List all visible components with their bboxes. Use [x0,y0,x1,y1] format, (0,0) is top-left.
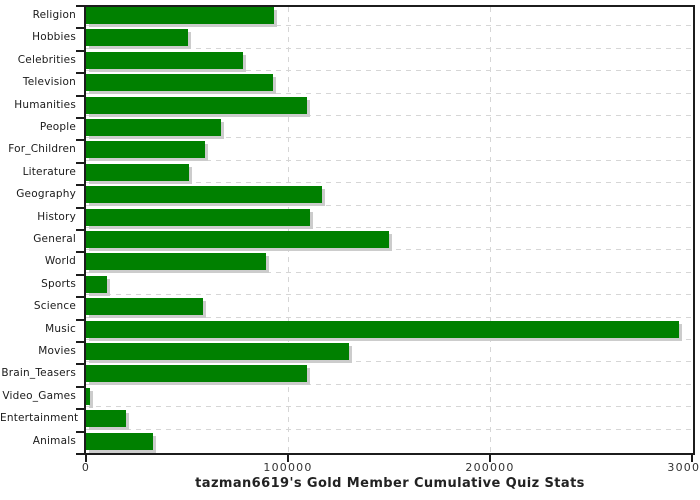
gridline-horizontal [86,294,693,295]
gridline-horizontal [86,272,693,273]
category-label: Sports [41,278,76,290]
bar-music [86,321,679,338]
bar-science [86,298,203,315]
category-label: General [33,233,76,245]
gridline-horizontal [86,384,693,385]
category-label: Science [33,300,76,312]
y-axis-tick [76,431,84,433]
y-axis-tick [76,319,84,321]
gridline-horizontal [86,205,693,206]
bar-general [86,231,389,248]
y-axis-tick [76,274,84,276]
y-axis-tick [76,207,84,209]
gridline-horizontal [86,48,693,49]
gridline-horizontal [86,70,693,71]
gridline-horizontal [86,182,693,183]
gridline-horizontal [86,429,693,430]
bar-animals [86,433,153,450]
x-tick-label: 100000 [263,461,313,474]
bar-religion [86,7,274,24]
bar-movies [86,343,349,360]
y-axis-tick [76,229,84,231]
y-axis-tick [76,341,84,343]
gridline-horizontal [86,160,693,161]
y-axis-tick [76,95,84,97]
category-label: Movies [38,345,76,357]
bar-for-children [86,141,205,158]
category-label: Brain_Teasers [1,367,76,379]
gridline-horizontal [86,137,693,138]
y-axis-tick [76,184,84,186]
y-axis-tick [76,139,84,141]
y-axis-tick [76,408,84,410]
bar-sports [86,276,107,293]
category-label: Entertainment [0,412,79,424]
category-label: Celebrities [17,54,76,66]
y-axis-tick [76,162,84,164]
y-axis-tick [76,453,84,455]
gridline-vertical [288,7,289,453]
bar-humanities [86,97,307,114]
category-label: People [39,121,76,133]
category-label: Music [45,323,76,335]
category-label: World [44,255,76,267]
chart-title: tazman6619's Gold Member Cumulative Quiz… [195,476,585,491]
x-axis-tick [691,455,693,462]
gridline-horizontal [86,249,693,250]
category-label: Hobbies [32,31,76,43]
gridline-horizontal [86,339,693,340]
gridline-vertical [490,7,491,453]
bar-entertainment [86,410,126,427]
category-label: Geography [16,188,76,200]
category-label: Video_Games [2,390,76,402]
y-axis-tick [76,50,84,52]
y-axis-tick [76,251,84,253]
y-axis-tick [76,296,84,298]
gridline-horizontal [86,25,693,26]
x-tick-label: 0 [81,461,91,474]
y-axis-tick [76,117,84,119]
bar-people [86,119,221,136]
category-label: Literature [22,166,76,178]
category-label: For_Children [8,143,76,155]
x-axis-tick [287,455,289,462]
bar-literature [86,164,189,181]
category-label: Animals [32,435,76,447]
y-axis-tick [76,386,84,388]
bar-history [86,209,310,226]
bar-brain-teasers [86,365,307,382]
category-label: Television [22,76,76,88]
x-tick-label: 300000 [667,461,700,474]
category-label: Religion [32,9,76,21]
y-axis-tick [76,5,84,7]
bar-world [86,253,266,270]
gridline-horizontal [86,115,693,116]
bar-celebrities [86,52,243,69]
bar-hobbies [86,29,188,46]
x-tick-label: 200000 [465,461,515,474]
x-axis-tick [85,455,87,462]
plot-area [84,5,695,455]
x-axis-tick [489,455,491,462]
bar-geography [86,186,322,203]
bar-video-games [86,388,90,405]
gridline-horizontal [86,317,693,318]
gridline-horizontal [86,227,693,228]
y-axis-tick [76,27,84,29]
category-label: History [37,211,76,223]
bar-television [86,74,273,91]
gridline-horizontal [86,361,693,362]
y-axis-tick [76,363,84,365]
gridline-horizontal [86,406,693,407]
gridline-horizontal [86,93,693,94]
y-axis-tick [76,72,84,74]
category-label: Humanities [14,99,76,111]
